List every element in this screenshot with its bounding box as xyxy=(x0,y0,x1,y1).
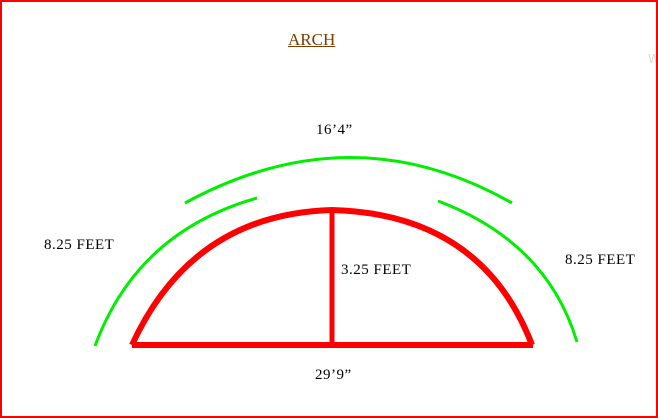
left-side-length-label: 8.25 FEET xyxy=(44,237,115,253)
top-guide-arc xyxy=(184,156,513,205)
top-arc-length-label: 16’4” xyxy=(316,122,353,138)
watermark-text: W xyxy=(648,52,656,66)
right-side-length-label: 8.25 FEET xyxy=(565,252,636,268)
right-guide-arc xyxy=(437,199,579,343)
left-guide-arc xyxy=(93,196,258,347)
arch-height-label: 3.25 FEET xyxy=(341,262,412,278)
diagram-title: ARCH xyxy=(288,30,336,49)
base-length-label: 29’9” xyxy=(315,367,352,383)
